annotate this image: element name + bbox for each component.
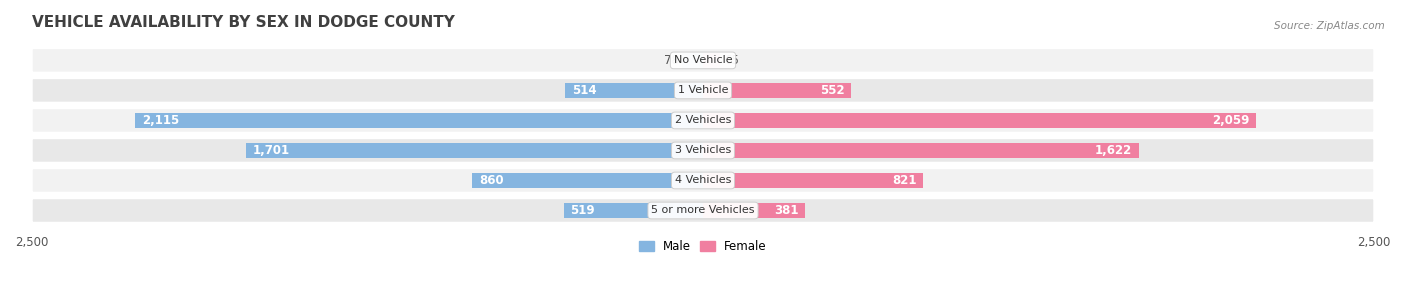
- Bar: [246, 143, 703, 158]
- Bar: [565, 83, 703, 98]
- FancyBboxPatch shape: [32, 138, 1374, 163]
- Bar: [703, 83, 851, 98]
- Bar: [564, 203, 703, 218]
- FancyBboxPatch shape: [32, 168, 1374, 193]
- Text: 65: 65: [724, 54, 738, 67]
- Bar: [703, 173, 924, 188]
- Text: 5 or more Vehicles: 5 or more Vehicles: [651, 206, 755, 215]
- Text: 2,059: 2,059: [1212, 114, 1249, 127]
- Bar: [703, 203, 806, 218]
- Legend: Male, Female: Male, Female: [634, 236, 772, 258]
- Text: 514: 514: [572, 84, 596, 97]
- Text: No Vehicle: No Vehicle: [673, 55, 733, 65]
- Text: 1 Vehicle: 1 Vehicle: [678, 85, 728, 95]
- Text: 860: 860: [479, 174, 503, 187]
- Bar: [703, 113, 1256, 128]
- Bar: [703, 143, 1139, 158]
- Text: 519: 519: [571, 204, 595, 217]
- Text: Source: ZipAtlas.com: Source: ZipAtlas.com: [1274, 21, 1385, 32]
- Text: 2,115: 2,115: [142, 114, 179, 127]
- Bar: [472, 173, 703, 188]
- Text: 78: 78: [664, 54, 679, 67]
- Bar: [135, 113, 703, 128]
- Text: 1,622: 1,622: [1095, 144, 1132, 157]
- FancyBboxPatch shape: [32, 78, 1374, 103]
- Text: 3 Vehicles: 3 Vehicles: [675, 145, 731, 155]
- Text: 552: 552: [820, 84, 845, 97]
- FancyBboxPatch shape: [32, 48, 1374, 73]
- Text: 1,701: 1,701: [253, 144, 290, 157]
- Text: 4 Vehicles: 4 Vehicles: [675, 175, 731, 185]
- Bar: [703, 53, 720, 68]
- Text: 821: 821: [893, 174, 917, 187]
- Text: 381: 381: [775, 204, 799, 217]
- Text: 2 Vehicles: 2 Vehicles: [675, 115, 731, 125]
- Bar: [682, 53, 703, 68]
- FancyBboxPatch shape: [32, 198, 1374, 223]
- FancyBboxPatch shape: [32, 108, 1374, 133]
- Text: VEHICLE AVAILABILITY BY SEX IN DODGE COUNTY: VEHICLE AVAILABILITY BY SEX IN DODGE COU…: [32, 15, 454, 30]
